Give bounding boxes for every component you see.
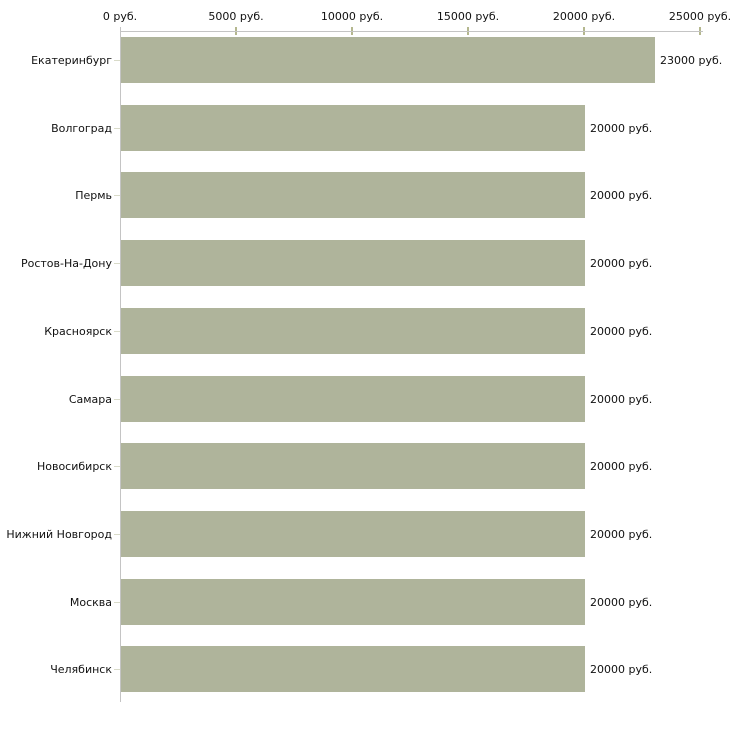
x-axis-tick-label: 5000 руб. [208,10,264,23]
y-axis-tick [114,399,120,400]
x-axis-tick-label: 10000 руб. [320,10,384,23]
y-axis-tick [114,195,120,196]
y-axis-tick [114,534,120,535]
y-axis-tick [114,128,120,129]
x-axis-line [120,31,703,32]
bar [121,579,585,625]
bar [121,37,655,83]
x-axis-tick-label: 20000 руб. [552,10,616,23]
value-label: 20000 руб. [590,595,653,609]
bar [121,511,585,557]
y-axis-tick [114,263,120,264]
y-axis-tick [114,60,120,61]
bar [121,443,585,489]
category-label: Екатеринбург [31,53,112,67]
category-label: Самара [68,392,112,406]
category-label: Челябинск [50,662,112,676]
value-label: 20000 руб. [590,527,653,541]
category-label: Пермь [75,188,112,202]
bar [121,308,585,354]
x-axis-tick-label: 0 руб. [102,10,138,23]
category-label: Ростов-На-Дону [20,256,112,270]
value-label: 20000 руб. [590,392,653,406]
bar [121,105,585,151]
x-axis-tick-label: 25000 руб. [668,10,730,23]
y-axis-line [120,27,121,702]
value-label: 20000 руб. [590,256,653,270]
y-axis-tick [114,669,120,670]
value-label: 20000 руб. [590,121,653,135]
y-axis-tick [114,602,120,603]
x-axis-tick-label: 15000 руб. [436,10,500,23]
bar [121,646,585,692]
bar [121,172,585,218]
value-label: 20000 руб. [590,459,653,473]
bar [121,240,585,286]
bar [121,376,585,422]
y-axis-tick [114,466,120,467]
value-label: 20000 руб. [590,324,653,338]
category-label: Волгоград [51,121,112,135]
category-label: Новосибирск [36,459,112,473]
value-label: 23000 руб. [660,53,723,67]
value-label: 20000 руб. [590,662,653,676]
category-label: Нижний Новгород [6,527,112,541]
y-axis-tick [114,331,120,332]
category-label: Москва [69,595,112,609]
value-label: 20000 руб. [590,188,653,202]
category-label: Красноярск [44,324,112,338]
